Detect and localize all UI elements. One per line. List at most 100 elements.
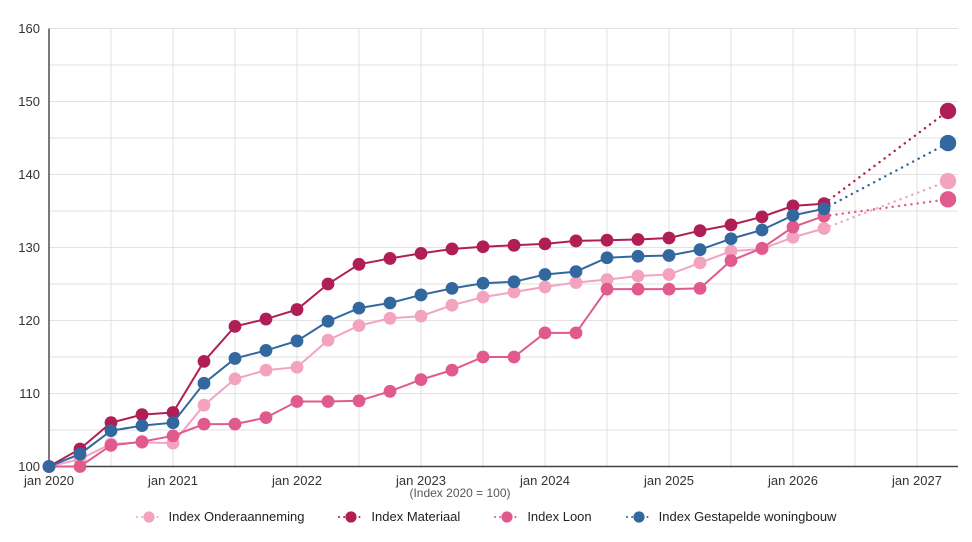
data-point[interactable]	[259, 312, 273, 326]
projection-end-point[interactable]	[939, 191, 957, 208]
data-point[interactable]	[476, 276, 490, 290]
projection-end-point[interactable]	[939, 102, 957, 120]
data-point[interactable]	[352, 319, 366, 333]
data-point[interactable]	[724, 254, 738, 268]
data-point[interactable]	[631, 282, 645, 296]
data-point[interactable]	[166, 406, 180, 419]
data-point[interactable]	[383, 252, 397, 265]
data-point[interactable]	[166, 416, 180, 430]
data-point[interactable]	[569, 326, 583, 340]
data-point[interactable]	[507, 238, 521, 252]
data-point[interactable]	[662, 249, 676, 262]
data-point[interactable]	[724, 218, 738, 232]
data-point[interactable]	[197, 376, 211, 390]
projection-end-point[interactable]	[939, 172, 957, 190]
data-point[interactable]	[507, 350, 521, 364]
data-point[interactable]	[600, 233, 614, 247]
data-point[interactable]	[786, 199, 800, 213]
data-point[interactable]	[693, 281, 707, 295]
data-point[interactable]	[755, 241, 769, 255]
data-point[interactable]	[259, 411, 273, 424]
data-point[interactable]	[352, 301, 366, 315]
data-point[interactable]	[476, 290, 490, 304]
data-point[interactable]	[724, 232, 738, 246]
data-point[interactable]	[600, 282, 614, 296]
data-point[interactable]	[600, 273, 614, 287]
data-point[interactable]	[476, 350, 490, 364]
data-point[interactable]	[445, 281, 459, 295]
data-point[interactable]	[786, 208, 800, 222]
data-point[interactable]	[414, 246, 428, 260]
data-point[interactable]	[445, 363, 459, 377]
projection-end-point[interactable]	[939, 134, 957, 152]
data-point[interactable]	[538, 280, 552, 294]
data-point[interactable]	[445, 298, 459, 312]
data-point[interactable]	[228, 372, 242, 386]
data-point[interactable]	[538, 326, 552, 340]
data-point[interactable]	[352, 394, 366, 408]
legend-item-loon[interactable]: Index Loon	[494, 509, 592, 524]
data-point[interactable]	[662, 282, 676, 296]
data-point[interactable]	[383, 296, 397, 310]
data-point[interactable]	[631, 249, 645, 263]
data-point[interactable]	[538, 268, 552, 281]
data-point[interactable]	[383, 311, 397, 325]
data-point[interactable]	[817, 202, 831, 216]
data-point[interactable]	[631, 233, 645, 246]
data-point[interactable]	[414, 288, 428, 302]
data-point[interactable]	[321, 277, 335, 291]
data-point[interactable]	[755, 210, 769, 224]
data-point[interactable]	[104, 424, 118, 438]
data-point[interactable]	[290, 334, 304, 348]
data-point[interactable]	[197, 398, 211, 412]
data-point[interactable]	[476, 240, 490, 254]
data-point[interactable]	[631, 269, 645, 283]
data-point[interactable]	[662, 231, 676, 245]
data-point[interactable]	[507, 285, 521, 299]
data-point[interactable]	[321, 314, 335, 328]
legend-item-gestapelde-woningbouw[interactable]: Index Gestapelde woningbouw	[625, 509, 836, 524]
data-point[interactable]	[817, 222, 831, 235]
data-point[interactable]	[569, 265, 583, 278]
data-point[interactable]	[228, 417, 242, 431]
data-point[interactable]	[507, 275, 521, 289]
data-point[interactable]	[383, 384, 397, 398]
data-point[interactable]	[445, 242, 459, 256]
data-point[interactable]	[290, 395, 304, 408]
data-point[interactable]	[228, 352, 242, 365]
data-point[interactable]	[290, 360, 304, 374]
data-point[interactable]	[786, 220, 800, 234]
data-point[interactable]	[414, 309, 428, 323]
data-point[interactable]	[569, 276, 583, 289]
data-point[interactable]	[73, 447, 87, 461]
data-point[interactable]	[73, 460, 87, 473]
data-point[interactable]	[662, 268, 676, 281]
data-point[interactable]	[600, 251, 614, 265]
data-point[interactable]	[352, 257, 366, 271]
legend-item-materiaal[interactable]: Index Materiaal	[338, 509, 460, 524]
data-point[interactable]	[42, 460, 56, 473]
data-point[interactable]	[290, 303, 304, 316]
data-point[interactable]	[693, 243, 707, 257]
data-point[interactable]	[135, 419, 149, 433]
data-point[interactable]	[538, 237, 552, 251]
data-point[interactable]	[228, 319, 242, 333]
data-point[interactable]	[104, 438, 118, 452]
data-point[interactable]	[259, 344, 273, 357]
data-point[interactable]	[166, 429, 180, 443]
data-point[interactable]	[569, 234, 583, 248]
data-point[interactable]	[321, 333, 335, 347]
data-point[interactable]	[786, 230, 800, 244]
data-point[interactable]	[197, 417, 211, 431]
data-point[interactable]	[135, 408, 149, 422]
data-point[interactable]	[135, 435, 149, 449]
data-point[interactable]	[321, 395, 335, 408]
legend-item-onderaanneming[interactable]: Index Onderaanneming	[135, 509, 304, 524]
data-point[interactable]	[755, 223, 769, 237]
data-point[interactable]	[693, 256, 707, 270]
data-point[interactable]	[259, 363, 273, 377]
data-point[interactable]	[414, 373, 428, 387]
data-point[interactable]	[197, 354, 211, 368]
data-point[interactable]	[724, 244, 738, 258]
data-point[interactable]	[693, 224, 707, 238]
